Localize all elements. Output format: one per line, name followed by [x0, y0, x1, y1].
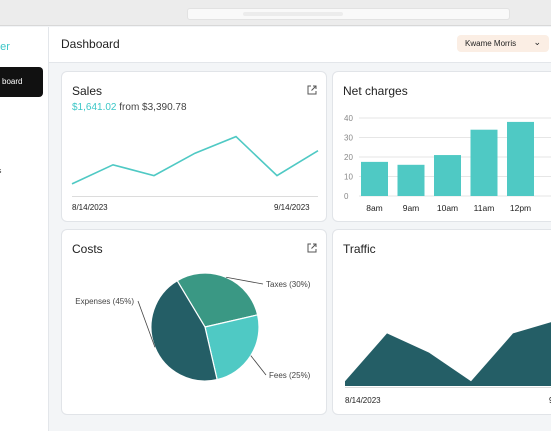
page-title: Dashboard	[61, 37, 120, 51]
external-link-icon[interactable]	[307, 85, 317, 95]
costs-title: Costs	[72, 242, 103, 256]
sales-amount-line: $1,641.02 from $3,390.78	[72, 102, 187, 113]
sales-line-chart	[71, 135, 319, 185]
traffic-area-chart	[345, 322, 551, 386]
sales-card: Sales $1,641.02 from $3,390.78 8/14/2023…	[61, 71, 327, 222]
sidebar-item-label: board	[2, 77, 23, 86]
sidebar-item-3[interactable]: gs	[0, 168, 1, 175]
sales-compare: from $3,390.78	[119, 102, 187, 113]
brand-logo-text: her	[0, 41, 10, 53]
pie-leader-line	[250, 355, 267, 376]
sidebar-item-dashboard[interactable]: board	[0, 67, 43, 97]
bar	[361, 161, 388, 196]
pie-label: Fees (25%)	[269, 371, 311, 380]
pie-leader-line	[226, 276, 264, 285]
x-tick-label: 12pm	[510, 203, 531, 213]
costs-pie-chart: Taxes (30%) Fees (25%) Expenses (45%)	[75, 272, 311, 382]
x-tick-label: 9am	[403, 203, 420, 213]
user-select[interactable]: Kwame Morris ⌄	[457, 35, 549, 52]
x-tick-label: 11am	[474, 203, 495, 213]
sales-amount: $1,641.02	[72, 102, 117, 113]
traffic-axis-line	[345, 387, 551, 388]
sales-line	[71, 135, 319, 185]
y-tick-label: 40	[344, 114, 353, 123]
y-tick-label: 0	[344, 192, 349, 201]
bar	[507, 121, 534, 196]
y-tick-label: 20	[344, 153, 353, 162]
address-bar-text	[243, 12, 343, 16]
x-tick-label: 8am	[366, 203, 383, 213]
pie-leader-line	[137, 300, 156, 348]
bar	[397, 164, 425, 196]
y-tick-label: 30	[344, 134, 353, 143]
pie-label: Expenses (45%)	[75, 297, 134, 306]
traffic-end-date: 9	[549, 396, 551, 405]
y-tick-label: 10	[344, 173, 353, 182]
browser-toolbar	[0, 0, 551, 26]
pie-label: Taxes (30%)	[266, 280, 311, 289]
traffic-start-date: 8/14/2023	[345, 396, 381, 405]
bar	[470, 129, 498, 196]
traffic-area	[345, 322, 551, 386]
sales-end-date: 9/14/2023	[274, 203, 310, 212]
user-name: Kwame Morris	[465, 39, 517, 48]
costs-card: Costs Taxes (30%) Fees (25%) Expenses (45%…	[61, 229, 327, 415]
net-charges-card: Net charges 0 10 20 30 40 8am 9am 10am 11am 12pm	[332, 71, 551, 222]
address-bar[interactable]	[187, 8, 510, 20]
net-charges-title: Net charges	[343, 84, 408, 98]
sales-axis-line	[72, 196, 318, 197]
page-header: Dashboard Kwame Morris ⌄	[49, 27, 551, 63]
sales-start-date: 8/14/2023	[72, 203, 108, 212]
chevron-down-icon: ⌄	[533, 37, 541, 47]
bar	[434, 155, 461, 196]
net-charges-bar-chart: 0 10 20 30 40 8am 9am 10am 11am 12pm	[344, 114, 551, 213]
sidebar: her board s rs gs	[0, 27, 49, 431]
sales-title: Sales	[72, 84, 103, 98]
traffic-card: Traffic 8/14/2023 9	[332, 229, 551, 415]
external-link-icon[interactable]	[307, 243, 317, 253]
x-tick-label: 10am	[437, 203, 458, 213]
traffic-title: Traffic	[343, 242, 376, 256]
